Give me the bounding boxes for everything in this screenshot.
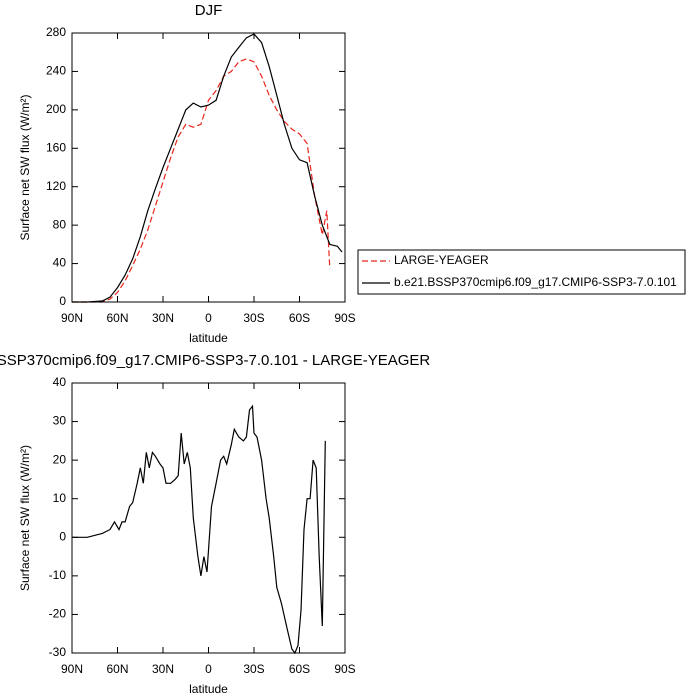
x-tick-label: 90N xyxy=(61,311,83,325)
data-line xyxy=(72,404,326,655)
y-tick-label: 240 xyxy=(46,64,66,78)
y-tick-label: 120 xyxy=(46,179,66,193)
x-tick-label: 60S xyxy=(289,662,310,676)
data-line xyxy=(72,58,331,303)
y-tick-label: 40 xyxy=(53,375,67,389)
y-tick-label: 80 xyxy=(53,217,67,231)
y-tick-label: 10 xyxy=(53,491,67,505)
x-tick-label: 0 xyxy=(205,662,212,676)
chart-title: DJF xyxy=(195,2,223,19)
data-line xyxy=(72,33,343,303)
y-tick-label: 40 xyxy=(53,256,67,270)
x-tick-label: 90N xyxy=(61,662,83,676)
y-tick-label: 0 xyxy=(59,529,66,543)
y-tick-label: -30 xyxy=(49,645,67,659)
x-tick-label: 30N xyxy=(152,662,174,676)
plot-frame xyxy=(71,382,346,654)
x-tick-label: 90S xyxy=(334,662,355,676)
y-tick-label: 30 xyxy=(53,414,67,428)
x-axis-label: latitude xyxy=(189,682,228,696)
y-tick-label: 160 xyxy=(46,140,66,154)
plot-frame xyxy=(71,32,346,303)
y-tick-label: 20 xyxy=(53,452,67,466)
legend-label: LARGE-YEAGER xyxy=(394,253,489,267)
x-tick-label: 60N xyxy=(106,662,128,676)
y-tick-label: -10 xyxy=(49,568,67,582)
x-tick-label: 90S xyxy=(334,311,355,325)
x-tick-label: 30S xyxy=(243,662,264,676)
legend-label: b.e21.BSSP370cmip6.f09_g17.CMIP6-SSP3-7.… xyxy=(394,275,677,289)
y-tick-label: -20 xyxy=(49,607,67,621)
x-tick-label: 60S xyxy=(289,311,310,325)
x-tick-label: 30S xyxy=(243,311,264,325)
y-tick-label: 0 xyxy=(59,294,66,308)
x-tick-label: 0 xyxy=(205,311,212,325)
x-tick-label: 30N xyxy=(152,311,174,325)
x-axis-label: latitude xyxy=(189,331,228,345)
legend-box xyxy=(357,249,686,295)
y-tick-label: 280 xyxy=(46,25,66,39)
y-axis-label: Surface net SW flux (W/m²) xyxy=(18,94,32,240)
x-tick-label: 60N xyxy=(106,311,128,325)
y-tick-label: 200 xyxy=(46,102,66,116)
y-axis-label: Surface net SW flux (W/m²) xyxy=(18,445,32,591)
chart-title: BSSP370cmip6.f09_g17.CMIP6-SSP3-7.0.101 … xyxy=(0,352,430,369)
